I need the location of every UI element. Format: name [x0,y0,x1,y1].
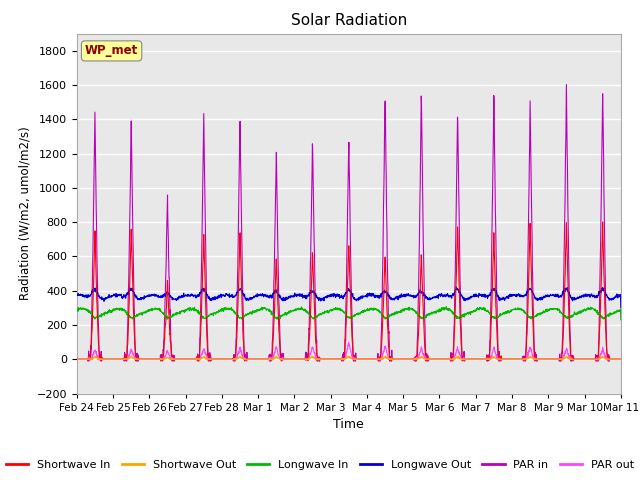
Legend: Shortwave In, Shortwave Out, Longwave In, Longwave Out, PAR in, PAR out: Shortwave In, Shortwave Out, Longwave In… [2,456,638,474]
Title: Solar Radiation: Solar Radiation [291,13,407,28]
Y-axis label: Radiation (W/m2, umol/m2/s): Radiation (W/m2, umol/m2/s) [18,127,31,300]
X-axis label: Time: Time [333,418,364,431]
Text: WP_met: WP_met [85,44,138,58]
